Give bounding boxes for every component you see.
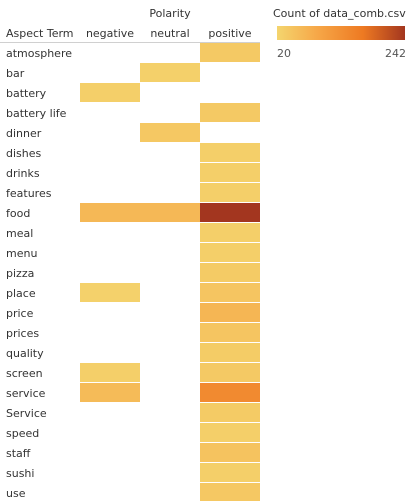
heatmap-cell [200, 103, 260, 122]
column-group-title: Polarity [149, 7, 191, 20]
row-axis-title: Aspect Term [6, 27, 74, 40]
heatmap-cell [140, 63, 200, 82]
column-header-neutral: neutral [150, 27, 189, 40]
heatmap-cell [200, 163, 260, 182]
row-label: place [6, 287, 36, 300]
row-label: atmosphere [6, 47, 72, 60]
column-headers: negative neutral positive [86, 27, 252, 40]
heatmap-cell [80, 283, 140, 302]
heatmap-cell [140, 203, 200, 222]
heatmap-cell [200, 143, 260, 162]
row-label: dishes [6, 147, 42, 160]
heatmap-cell [200, 323, 260, 342]
heatmap-cell [200, 403, 260, 422]
row-label: dinner [6, 127, 42, 140]
heatmap-cell [200, 343, 260, 362]
row-label: prices [6, 327, 39, 340]
row-label: staff [6, 447, 31, 460]
heatmap-cell [80, 383, 140, 402]
heatmap-cell [200, 203, 260, 222]
row-label: battery life [6, 107, 67, 120]
row-label: menu [6, 247, 37, 260]
heatmap-cell [200, 43, 260, 62]
legend-gradient-bar [277, 26, 405, 40]
heatmap-cell [200, 443, 260, 462]
legend-min-label: 20 [277, 47, 291, 60]
row-label: features [6, 187, 52, 200]
column-header-positive: positive [208, 27, 251, 40]
row-label: quality [6, 347, 44, 360]
heatmap-cell [200, 383, 260, 402]
row-label: speed [6, 427, 39, 440]
heatmap-cell [200, 283, 260, 302]
column-header-negative: negative [86, 27, 134, 40]
row-label: sushi [6, 467, 34, 480]
heatmap-cell [200, 183, 260, 202]
color-legend: Count of data_comb.csv 20 242 [273, 7, 406, 60]
row-label: price [6, 307, 34, 320]
heatmap-cell [200, 243, 260, 262]
heatmap-cell [80, 203, 140, 222]
row-label: drinks [6, 167, 40, 180]
heatmap-cell [200, 483, 260, 501]
heatmap-cell [80, 83, 140, 102]
heatmap-cells [80, 43, 260, 501]
heatmap-cell [140, 123, 200, 142]
row-label: use [6, 487, 26, 500]
row-label: screen [6, 367, 43, 380]
heatmap-cell [200, 463, 260, 482]
legend-max-label: 242 [385, 47, 406, 60]
heatmap-cell [80, 363, 140, 382]
heatmap-cell [200, 303, 260, 322]
row-label: food [6, 207, 30, 220]
heatmap-cell [200, 363, 260, 382]
row-label: Service [6, 407, 47, 420]
row-label: meal [6, 227, 33, 240]
row-label: pizza [6, 267, 34, 280]
row-labels: atmosphere bar battery battery life dinner di… [6, 47, 72, 500]
heatmap-cell [200, 263, 260, 282]
heatmap-cell [200, 223, 260, 242]
row-label: bar [6, 67, 25, 80]
legend-title: Count of data_comb.csv [273, 7, 406, 20]
row-label: service [6, 387, 46, 400]
row-label: battery [6, 87, 47, 100]
heatmap-cell [200, 423, 260, 442]
